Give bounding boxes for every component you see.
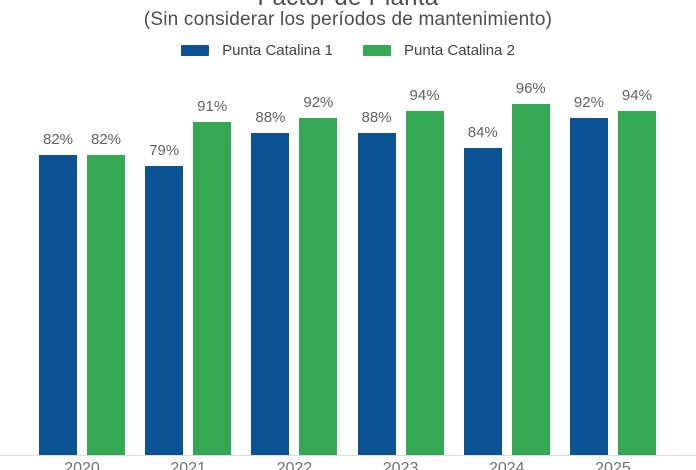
x-axis-label-2020: 2020 (64, 460, 100, 470)
bar-punta-catalina-2-2024: 96% (511, 80, 550, 455)
bar-punta-catalina-1-2023: 88% (357, 109, 396, 455)
x-axis-line (0, 455, 696, 456)
legend-swatch-blue (181, 45, 210, 56)
bar-value-label: 96% (515, 79, 546, 97)
chart-legend: Punta Catalina 1 Punta Catalina 2 (0, 42, 696, 59)
bar-group-2025: 92% 94% (569, 87, 656, 455)
bar-group-2020: 82% 82% (39, 131, 125, 455)
x-axis-label-2021: 2021 (170, 460, 206, 470)
chart-subtitle: (Sin considerar los períodos de mantenim… (143, 9, 553, 30)
bar-punta-catalina-1-2024: 84% (463, 124, 502, 455)
bar-value-label: 94% (409, 87, 440, 104)
bar-punta-catalina-1-2020: 82% (39, 131, 77, 455)
x-axis-label-2024: 2024 (488, 460, 525, 470)
legend-item-punta-catalina-1: Punta Catalina 1 (181, 42, 333, 59)
legend-label: Punta Catalina 1 (222, 42, 333, 59)
bar-value-label: 88% (255, 108, 286, 126)
x-axis-label-2022: 2022 (276, 460, 313, 470)
bar-value-label: 84% (467, 123, 498, 141)
x-axis-label-2025: 2025 (595, 460, 631, 470)
bar-punta-catalina-2-2022: 92% (299, 94, 338, 455)
bar-value-label: 92% (573, 94, 604, 112)
bar-value-label: 79% (149, 141, 180, 159)
chart-title: Factor de Planta (0, 0, 696, 12)
bar-value-label: 88% (361, 108, 392, 126)
x-axis-labels: 2020 2021 2022 2023 2024 2025 (39, 459, 656, 470)
bar-group-2022: 88% 92% (251, 94, 338, 455)
legend-label: Punta Catalina 2 (404, 42, 515, 59)
bar-value-label: 91% (197, 97, 228, 115)
bar-punta-catalina-2-2020: 82% (87, 131, 125, 455)
x-axis-label-2023: 2023 (382, 460, 419, 470)
legend-item-punta-catalina-2: Punta Catalina 2 (363, 42, 515, 59)
bar-group-2024: 84% 96% (463, 80, 550, 455)
bar-value-label: 82% (42, 130, 74, 148)
bar-value-label: 82% (90, 130, 122, 148)
legend-swatch-green (363, 45, 391, 56)
bar-group-2021: 79% 91% (145, 98, 232, 455)
bar-punta-catalina-1-2025: 92% (569, 94, 608, 455)
bar-group-2023: 88% 94% (357, 87, 444, 455)
bar-groups: 82% 82% 79% 91% 88% 92% 88% 94% 84% 96% 92% 94% (39, 80, 656, 455)
bar-punta-catalina-2-2025: 94% (617, 87, 656, 455)
bar-punta-catalina-2-2023: 94% (405, 87, 444, 455)
bar-value-label: 94% (621, 87, 652, 104)
bar-punta-catalina-1-2022: 88% (251, 109, 290, 455)
bar-punta-catalina-1-2021: 79% (145, 142, 184, 455)
bar-value-label: 92% (303, 94, 334, 112)
bar-punta-catalina-2-2021: 91% (193, 98, 232, 455)
